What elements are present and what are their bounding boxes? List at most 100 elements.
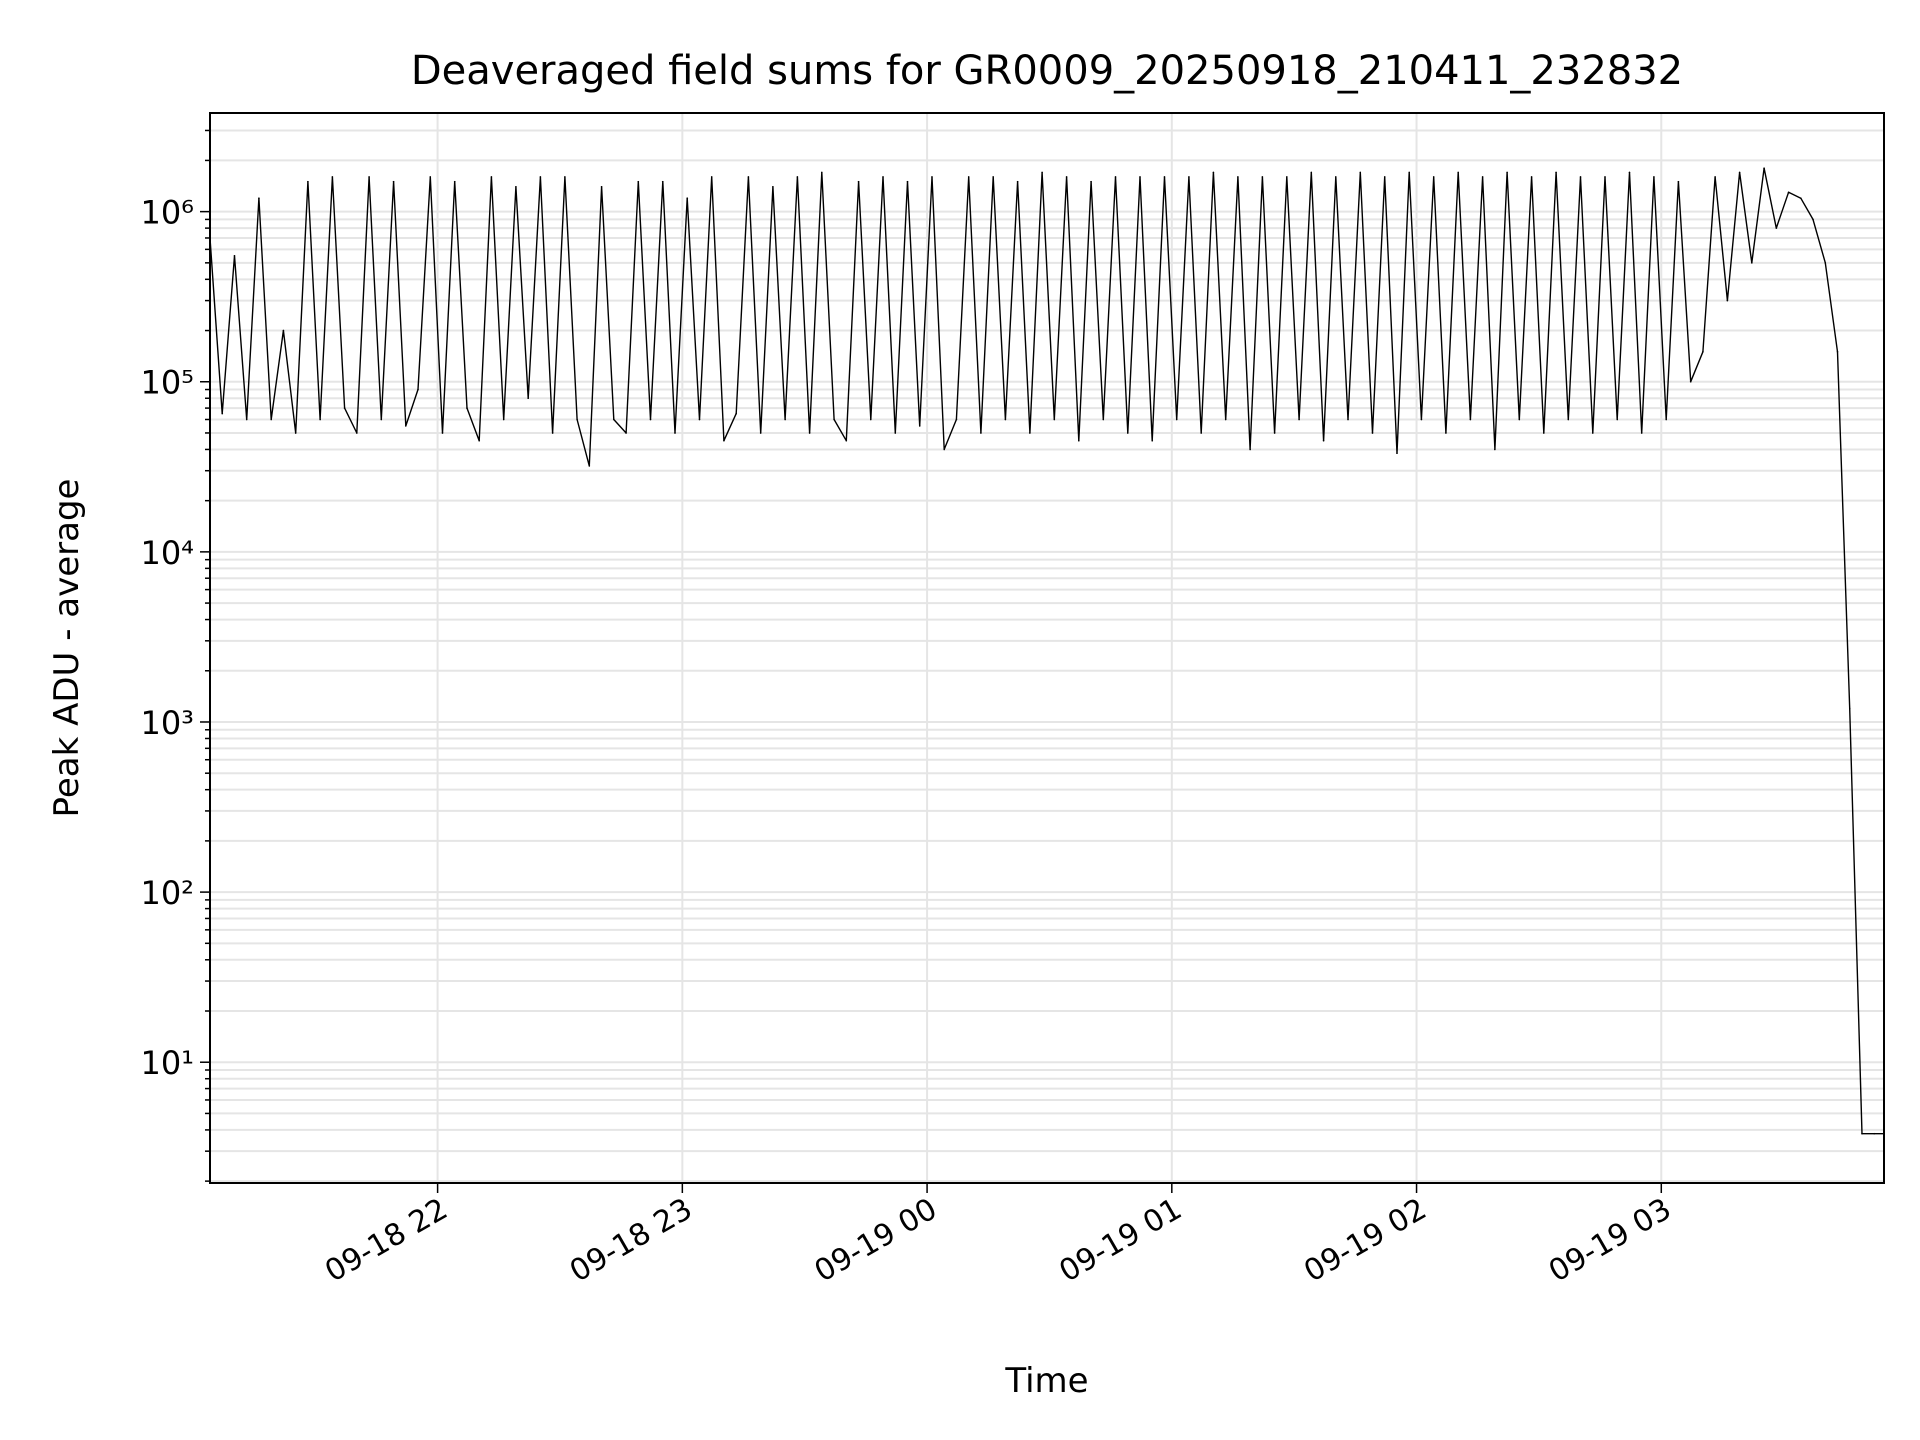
data-point: [1763, 167, 1765, 170]
data-point: [1787, 191, 1790, 194]
data-point: [980, 432, 982, 434]
y-tick-label: 10⁵: [140, 364, 194, 402]
data-point: [466, 407, 468, 409]
data-point: [1359, 171, 1362, 174]
data-point: [894, 432, 897, 434]
y-tick-label: 10⁶: [140, 194, 194, 232]
x-axis: 09-18 22 09-18 23 09-19 00 09-19 01 09-19 02…: [319, 1183, 1677, 1289]
data-point: [1861, 1132, 1863, 1135]
data-point: [784, 418, 786, 421]
data-point: [1616, 418, 1619, 421]
data-point: [1078, 439, 1080, 442]
x-axis-label: Time: [1004, 1361, 1088, 1401]
data-point: [1591, 432, 1594, 434]
data-point: [478, 439, 481, 442]
data-point: [1065, 176, 1068, 178]
data-point: [1555, 171, 1557, 174]
data-point: [380, 418, 383, 421]
data-point: [319, 418, 321, 421]
data-point: [882, 176, 884, 178]
data-point: [1200, 432, 1202, 434]
data-point: [417, 388, 419, 391]
data-point: [1432, 176, 1435, 178]
data-point: [1163, 176, 1166, 178]
data-point: [1714, 176, 1716, 178]
data-point: [343, 407, 346, 409]
data-point: [1347, 418, 1349, 421]
data-point: [282, 329, 285, 332]
data-point: [453, 180, 456, 183]
data-point: [1298, 418, 1300, 421]
data-point: [1322, 439, 1325, 442]
data-point: [649, 418, 652, 421]
data-point: [233, 255, 236, 257]
data-point: [1481, 176, 1484, 178]
data-point: [1445, 432, 1447, 434]
y-tick-label: 10³: [140, 704, 194, 742]
data-point: [1751, 262, 1753, 264]
data-point: [869, 418, 872, 421]
data-point: [1249, 448, 1251, 451]
data-point: [404, 425, 407, 427]
x-tick-label: 09-19 03: [1543, 1192, 1677, 1290]
data-point: [490, 176, 493, 178]
data-point: [1114, 176, 1117, 178]
data-point: [1175, 418, 1178, 421]
data-point: [1334, 176, 1337, 178]
data-point: [1799, 197, 1802, 199]
data-point: [808, 432, 811, 434]
data-point: [1041, 171, 1043, 174]
data-point: [1273, 432, 1276, 434]
data-point: [931, 176, 933, 178]
data-point: [1420, 418, 1423, 421]
data-point: [625, 432, 627, 434]
data-point: [1151, 439, 1154, 442]
data-point: [1567, 418, 1570, 421]
data-point: [686, 197, 689, 199]
data-point: [1224, 418, 1227, 421]
data-point: [1090, 180, 1092, 183]
data-point: [943, 448, 946, 451]
data-point: [1396, 452, 1398, 455]
x-tick-label: 09-19 01: [1053, 1192, 1187, 1290]
series-line: [209, 167, 1884, 1135]
data-point: [1383, 176, 1386, 178]
data-point: [674, 432, 676, 434]
data-point: [1139, 176, 1141, 178]
data-point: [1738, 171, 1741, 174]
data-point: [527, 397, 529, 400]
data-point: [759, 432, 762, 434]
data-point: [1677, 180, 1680, 183]
data-point: [857, 180, 860, 183]
plot-frame: [209, 112, 1885, 1184]
data-point: [221, 412, 224, 415]
data-point: [1702, 350, 1704, 353]
data-point: [429, 176, 432, 178]
data-point: [502, 418, 505, 421]
data-point: [1212, 171, 1215, 174]
data-point: [1543, 432, 1545, 434]
data-point: [1640, 432, 1643, 434]
data-point: [637, 180, 640, 183]
data-point: [294, 432, 297, 434]
data-point: [515, 185, 517, 188]
y-tick-label: 10⁴: [140, 534, 194, 572]
data-point: [600, 185, 603, 188]
data-point: [1286, 176, 1288, 178]
data-point: [1029, 432, 1031, 434]
y-tick-label: 10¹: [140, 1044, 194, 1082]
data-point: [918, 425, 921, 427]
data-point: [1689, 380, 1692, 383]
data-point: [1628, 171, 1631, 174]
data-point: [245, 418, 248, 421]
x-tick-label: 09-19 00: [809, 1192, 943, 1290]
data-point: [772, 185, 774, 188]
data-point: [1848, 707, 1851, 710]
data-point: [1004, 418, 1007, 421]
grid: [210, 113, 1884, 1183]
data-point: [392, 180, 395, 183]
data-point: [307, 180, 309, 183]
data-point: [1469, 418, 1472, 421]
data-point: [576, 418, 578, 421]
